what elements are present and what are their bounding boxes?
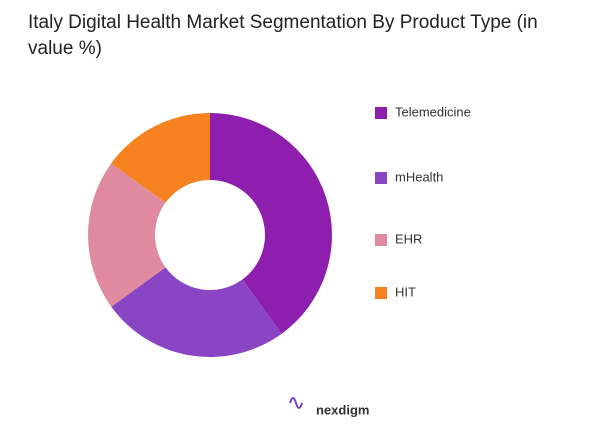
legend-swatch: [375, 107, 387, 119]
legend-swatch: [375, 172, 387, 184]
donut-segment: [111, 267, 282, 357]
brand-logo-text: nexdigm: [316, 402, 369, 417]
donut-segment: [111, 113, 210, 203]
legend-label: EHR: [395, 231, 422, 246]
legend-label: mHealth: [395, 169, 443, 184]
donut-segment: [87, 163, 166, 307]
donut-segment: [210, 113, 332, 334]
legend-label: Telemedicine: [395, 104, 471, 119]
brand-logo-icon: [289, 397, 303, 409]
legend-swatch: [375, 234, 387, 246]
legend-swatch: [375, 287, 387, 299]
legend-label: HIT: [395, 284, 416, 299]
chart-title: Italy Digital Health Market Segmentation…: [28, 12, 538, 59]
